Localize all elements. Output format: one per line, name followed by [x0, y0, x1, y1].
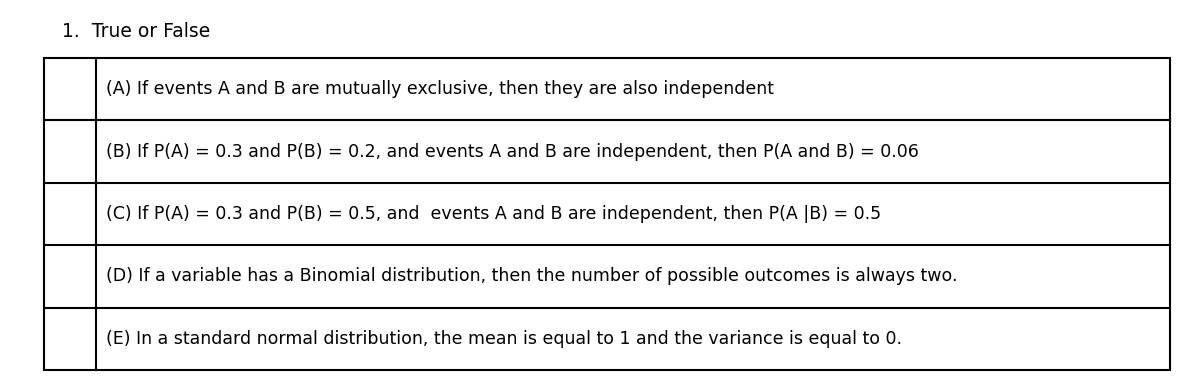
Text: (A) If events A and B are mutually exclusive, then they are also independent: (A) If events A and B are mutually exclu…: [106, 80, 774, 98]
Text: 1.  True or False: 1. True or False: [62, 22, 210, 41]
Bar: [44, 58, 1170, 370]
Text: (E) In a standard normal distribution, the mean is equal to 1 and the variance i: (E) In a standard normal distribution, t…: [106, 330, 902, 348]
Text: (D) If a variable has a Binomial distribution, then the number of possible outco: (D) If a variable has a Binomial distrib…: [106, 267, 958, 285]
Text: (B) If P(A) = 0.3 and P(B) = 0.2, and events A and B are independent, then P(A a: (B) If P(A) = 0.3 and P(B) = 0.2, and ev…: [106, 142, 919, 160]
Text: (C) If P(A) = 0.3 and P(B) = 0.5, and  events A and B are independent, then P(A : (C) If P(A) = 0.3 and P(B) = 0.5, and ev…: [106, 205, 881, 223]
